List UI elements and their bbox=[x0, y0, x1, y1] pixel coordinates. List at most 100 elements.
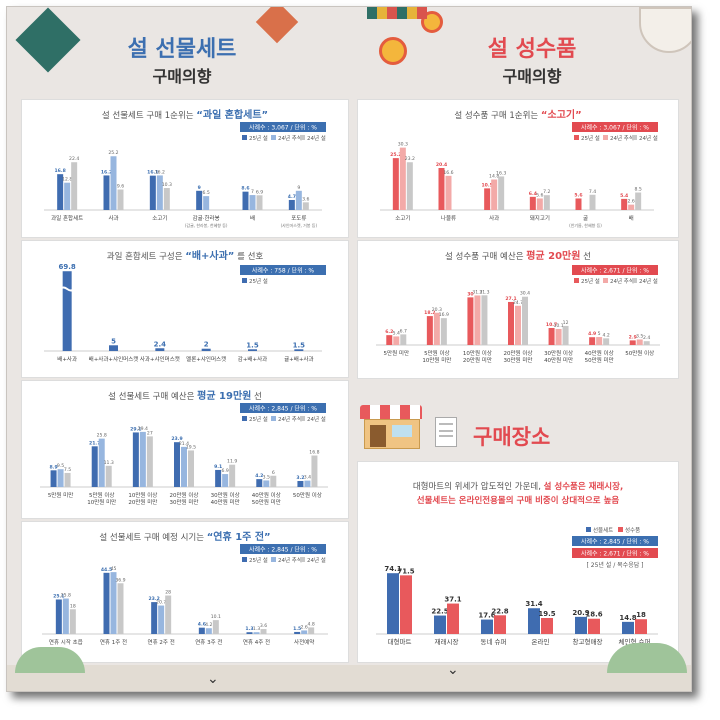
legend-label: 성수품 bbox=[625, 526, 640, 534]
bar bbox=[188, 450, 194, 487]
legend-swatch bbox=[300, 135, 305, 140]
bar bbox=[304, 480, 311, 487]
sample-note: 사례수 : 758 / 단위 : % bbox=[252, 267, 315, 275]
bar bbox=[467, 297, 474, 345]
data-label: 4.7 bbox=[288, 194, 296, 200]
infographic-frame: 설 선물세트 구매의향 설 성수품 구매의향 설 선물세트 구매 1순위는 “과… bbox=[6, 6, 692, 692]
bar bbox=[294, 349, 304, 351]
legend-swatch bbox=[603, 278, 608, 283]
category-label: 연휴 3주 전 bbox=[195, 638, 222, 646]
data-label: 5.6 bbox=[536, 192, 543, 198]
data-label: 31.4 bbox=[525, 600, 542, 608]
data-label: 5.4 bbox=[620, 193, 628, 199]
legend-swatch bbox=[618, 527, 623, 532]
category-label: 연휴 1주 전 bbox=[100, 638, 127, 646]
bar bbox=[555, 328, 562, 345]
category-label: 사과+샤인머스캣 bbox=[140, 355, 180, 363]
chart-svg: 사례수 : 2,845 / 단위 : %25년 설 24년 추석 24년 설8.9 9… bbox=[40, 403, 328, 506]
bird-icon: ⌄ bbox=[207, 671, 219, 687]
data-label: 29.1 bbox=[130, 426, 141, 432]
sample-note-box bbox=[240, 403, 326, 413]
data-label: 27 bbox=[147, 430, 153, 436]
data-label: 22.4 bbox=[69, 156, 79, 162]
legend-label: 24년 추석 bbox=[278, 415, 302, 423]
panel-gift-budget: 설 선물세트 구매 예산은 평균 19만원 선 사례수 : 2,845 / 단위 … bbox=[21, 380, 349, 519]
data-label: 17.6 bbox=[478, 612, 495, 620]
bar bbox=[562, 325, 569, 345]
legend-label: 24년 설 bbox=[307, 415, 326, 423]
data-label: 20.9 bbox=[572, 609, 589, 617]
right-header: 설 성수품 구매의향 bbox=[462, 31, 602, 87]
category-label: 나물류 bbox=[441, 214, 456, 222]
legend-swatch bbox=[586, 527, 591, 532]
data-label: 9.1 bbox=[214, 464, 222, 470]
sample-note-box bbox=[572, 548, 658, 558]
bar bbox=[212, 620, 219, 634]
category-label: 사과 bbox=[108, 214, 118, 222]
legend-label: 25년 설 bbox=[581, 277, 600, 285]
data-label: 27.1 bbox=[505, 296, 516, 302]
bar bbox=[445, 175, 452, 210]
bar bbox=[400, 334, 407, 345]
bird-icon: ⌄ bbox=[447, 662, 459, 678]
place-desc-line1-plain: 대형마트의 위세가 압도적인 가운데, bbox=[412, 482, 541, 492]
data-label: 30.3 bbox=[398, 142, 408, 148]
category-label: 감귤·한라봉 bbox=[193, 214, 220, 222]
data-label: 6 bbox=[272, 470, 275, 476]
bar bbox=[139, 431, 146, 487]
data-label: 11.3 bbox=[104, 460, 114, 466]
bar bbox=[288, 199, 295, 210]
legend-label: 24년 추석 bbox=[610, 134, 634, 142]
chart-title-highlight: “소고기” bbox=[540, 110, 582, 121]
data-label: 29.4 bbox=[138, 426, 148, 432]
right-header-subtitle: 구매의향 bbox=[502, 67, 562, 86]
chart-title-text: 설 선물세트 구매 예정 시기는 bbox=[99, 533, 207, 543]
data-label: 18.6 bbox=[585, 611, 602, 619]
data-label: 4.8 bbox=[308, 621, 315, 627]
bar bbox=[103, 572, 110, 634]
bar bbox=[110, 572, 117, 634]
data-label: 8.6 bbox=[241, 186, 249, 192]
legend-label: 선물세트 bbox=[593, 526, 613, 534]
bar bbox=[242, 191, 249, 210]
bar bbox=[621, 198, 628, 210]
data-label: 20.4 bbox=[436, 162, 447, 168]
sample-note: 사례수 : 2,671 / 단위 : % bbox=[581, 550, 649, 558]
category-label: 감+배+사과 bbox=[238, 355, 267, 363]
bar bbox=[57, 174, 64, 210]
chart-title-text: 과일 혼합세트 구성은 bbox=[106, 252, 186, 262]
data-label: 6.5 bbox=[203, 190, 210, 196]
category-label: 30만원 이상 bbox=[211, 491, 240, 499]
bar bbox=[69, 609, 76, 634]
category-label: 멜론+샤인머스캣 bbox=[186, 355, 226, 363]
legend-swatch bbox=[574, 135, 579, 140]
data-label: 23.2 bbox=[405, 156, 415, 162]
legend-swatch bbox=[603, 135, 608, 140]
chart-title-text: 설 선물세트 구매 1순위는 bbox=[101, 111, 197, 121]
bar bbox=[229, 464, 236, 487]
bar bbox=[438, 168, 445, 210]
sample-note: 사례수 : 3,067 / 단위 : % bbox=[249, 124, 317, 132]
legend-swatch bbox=[242, 278, 247, 283]
bar bbox=[392, 158, 399, 210]
bar bbox=[201, 348, 211, 351]
bar bbox=[205, 628, 212, 634]
category-label: 5만원 미만 bbox=[384, 349, 410, 357]
bar bbox=[491, 179, 498, 210]
data-label: 2 bbox=[204, 341, 209, 349]
bar bbox=[146, 436, 153, 487]
panel-purchase-place: 대형마트의 위세가 압도적인 가운데, 설 성수품은 재래시장, 선물세트는 온… bbox=[357, 461, 679, 663]
legend-swatch bbox=[242, 557, 247, 562]
bar bbox=[596, 337, 603, 345]
data-label: 69.8 bbox=[59, 263, 76, 271]
data-label: 3.4 bbox=[304, 475, 311, 481]
data-label: 25.8 bbox=[61, 593, 71, 599]
stripe-decoration bbox=[367, 7, 427, 19]
category-label: 50만원 미만 bbox=[252, 498, 281, 506]
bar bbox=[643, 341, 650, 345]
data-label: 1.5 bbox=[293, 341, 306, 349]
bar bbox=[248, 349, 257, 351]
bar bbox=[302, 202, 309, 210]
sample-note: 사례수 : 2,845 / 단위 : % bbox=[249, 405, 317, 413]
left-header: 설 선물세트 구매의향 bbox=[107, 31, 257, 87]
